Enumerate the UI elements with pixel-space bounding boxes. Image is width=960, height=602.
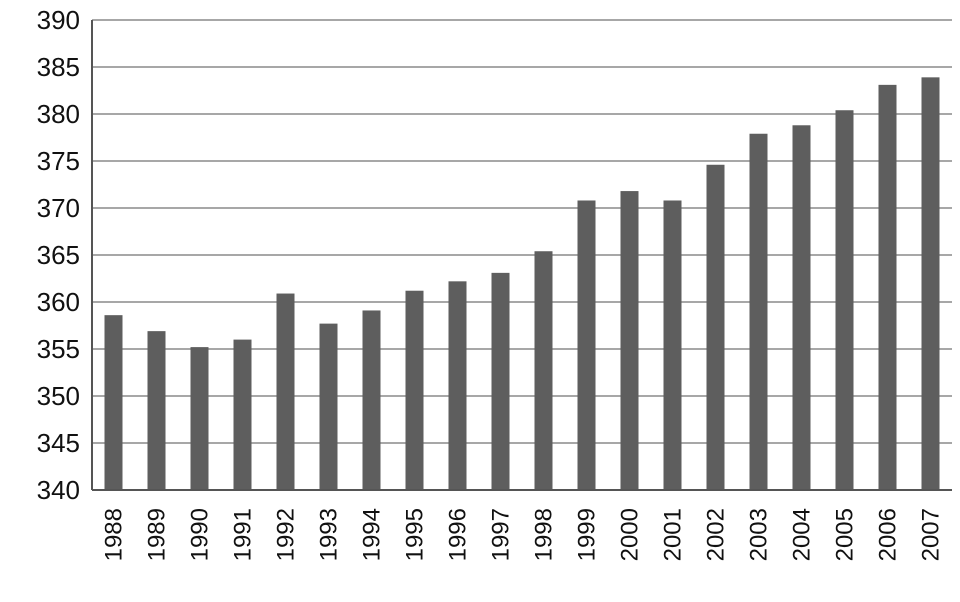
y-tick-label: 390 (37, 5, 80, 35)
x-tick-label: 1996 (445, 508, 472, 561)
x-tick-label: 1994 (359, 508, 386, 561)
bar-1995 (405, 290, 424, 490)
bar-1989 (147, 331, 166, 490)
y-tick-label: 360 (37, 287, 80, 317)
bars (104, 77, 940, 491)
bar-2007 (921, 77, 940, 490)
x-tick-labels: 1988 1989 1990 1991 1992 1993 1994 1995 1996 1997… (101, 508, 945, 561)
bar-1991 (233, 339, 252, 490)
bar-2003 (749, 133, 768, 491)
bar-1998 (534, 251, 553, 490)
x-tick-label: 2006 (875, 508, 902, 561)
x-tick-label: 1997 (488, 508, 515, 561)
x-tick-label: 1989 (144, 508, 171, 561)
bar-1997 (491, 272, 510, 490)
y-tick-label: 345 (37, 428, 80, 458)
x-tick-label: 1999 (574, 508, 601, 561)
y-tick-label: 355 (37, 334, 80, 364)
bar-1996 (448, 281, 467, 490)
x-tick-label: 2002 (703, 508, 730, 561)
x-tick-label: 1992 (273, 508, 300, 561)
bar-1992 (276, 293, 295, 490)
bar-2002 (706, 164, 725, 490)
bar-2000 (620, 191, 639, 490)
bar-1993 (319, 323, 338, 490)
x-tick-label: 1993 (316, 508, 343, 561)
x-tick-label: 2005 (832, 508, 859, 561)
bar-2001 (663, 200, 682, 491)
bar-2004 (792, 125, 811, 490)
gridlines (92, 19, 952, 444)
x-tick-label: 1991 (230, 508, 257, 561)
y-tick-label: 380 (37, 99, 80, 129)
bar-1999 (577, 200, 596, 491)
x-tick-label: 1988 (101, 508, 128, 561)
bar-2006 (878, 84, 897, 491)
y-tick-label: 350 (37, 381, 80, 411)
bar-1994 (362, 310, 381, 490)
bar-1988 (104, 315, 123, 490)
y-tick-label: 375 (37, 146, 80, 176)
y-tick-label: 385 (37, 52, 80, 82)
y-tick-label: 370 (37, 193, 80, 223)
x-tick-label: 2004 (789, 508, 816, 561)
y-tick-labels: 340 345 350 355 360 365 370 375 380 385 390 (37, 5, 80, 505)
x-tick-label: 2001 (660, 508, 687, 561)
y-tick-label: 340 (37, 475, 80, 505)
x-tick-label: 2007 (918, 508, 945, 561)
x-tick-label: 1990 (187, 508, 214, 561)
bar-2005 (835, 110, 854, 491)
x-tick-label: 2000 (617, 508, 644, 561)
x-tick-label: 1995 (402, 508, 429, 561)
x-tick-label: 2003 (746, 508, 773, 561)
bar-1990 (190, 347, 209, 490)
x-tick-label: 1998 (531, 508, 558, 561)
y-tick-label: 365 (37, 240, 80, 270)
axes (91, 20, 952, 491)
